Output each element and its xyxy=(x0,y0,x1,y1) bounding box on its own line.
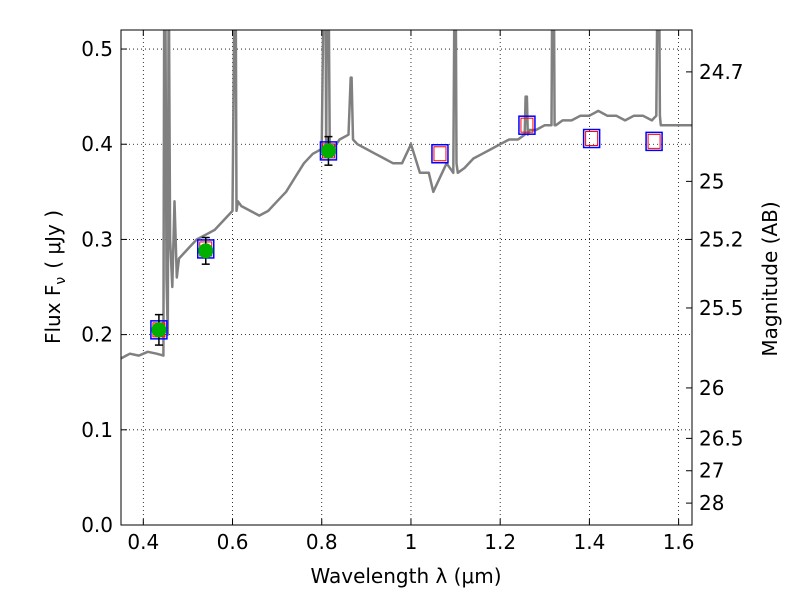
x-tick-label: 0.8 xyxy=(306,530,338,554)
y2-tick-label: 26.5 xyxy=(699,426,744,450)
observed-photometry-point xyxy=(151,322,167,338)
y2-tick-label: 28 xyxy=(699,491,724,515)
model-spectrum-line xyxy=(121,30,692,360)
x-axis-label: Wavelength λ (μm) xyxy=(310,564,501,588)
model-photometry-box xyxy=(431,144,449,164)
x-tick-label: 1 xyxy=(405,530,418,554)
model-photometry-point xyxy=(585,131,599,147)
model-photometry-point xyxy=(647,133,661,149)
model-photometry-box xyxy=(645,131,663,152)
observed-photometry-point xyxy=(198,243,214,259)
y2-tick-label: 25.2 xyxy=(699,227,744,251)
model-photometry-point xyxy=(433,146,447,162)
plot-frame xyxy=(120,29,693,526)
x-tick-label: 0.4 xyxy=(127,530,159,554)
y2-tick-label: 24.7 xyxy=(699,60,744,84)
y-axis-label-sub: ν xyxy=(53,277,69,285)
y-axis-label-main: Flux F xyxy=(41,285,65,344)
y2-tick-label: 25 xyxy=(699,169,724,193)
model-photometry-box xyxy=(582,128,601,149)
y2-tick-label: 27 xyxy=(699,459,724,483)
x-tick-label: 1.2 xyxy=(484,530,516,554)
y-tick-label: 0.5 xyxy=(81,37,113,61)
observed-photometry-point xyxy=(320,143,336,159)
y-axis-label: Flux Fν ( μJy ) xyxy=(41,210,69,344)
y-tick-label: 0.1 xyxy=(81,418,113,442)
ticks-layer: 0.4 0.6 0.8 1 1.2 1.4 1.6 0.0 0.1 0.2 0.3 0.4 0.5 24.… xyxy=(81,30,744,554)
y-tick-label: 0.4 xyxy=(81,132,113,156)
y-tick-label: 0.0 xyxy=(81,513,113,537)
x-tick-label: 0.6 xyxy=(217,530,249,554)
y-axis-label-unit: ( μJy ) xyxy=(41,210,65,269)
y2-axis-label: Magnitude (AB) xyxy=(758,201,782,356)
model-photometry-box xyxy=(518,115,536,135)
model-photometry-point xyxy=(520,117,534,133)
y2-tick-label: 25.5 xyxy=(699,296,744,320)
y-tick-label: 0.2 xyxy=(81,323,113,347)
y2-tick-label: 26 xyxy=(699,376,724,400)
x-tick-label: 1.6 xyxy=(663,530,695,554)
plot-area xyxy=(121,30,692,360)
x-tick-label: 1.4 xyxy=(573,530,605,554)
grid-layer xyxy=(121,30,692,526)
y-tick-label: 0.3 xyxy=(81,227,113,251)
